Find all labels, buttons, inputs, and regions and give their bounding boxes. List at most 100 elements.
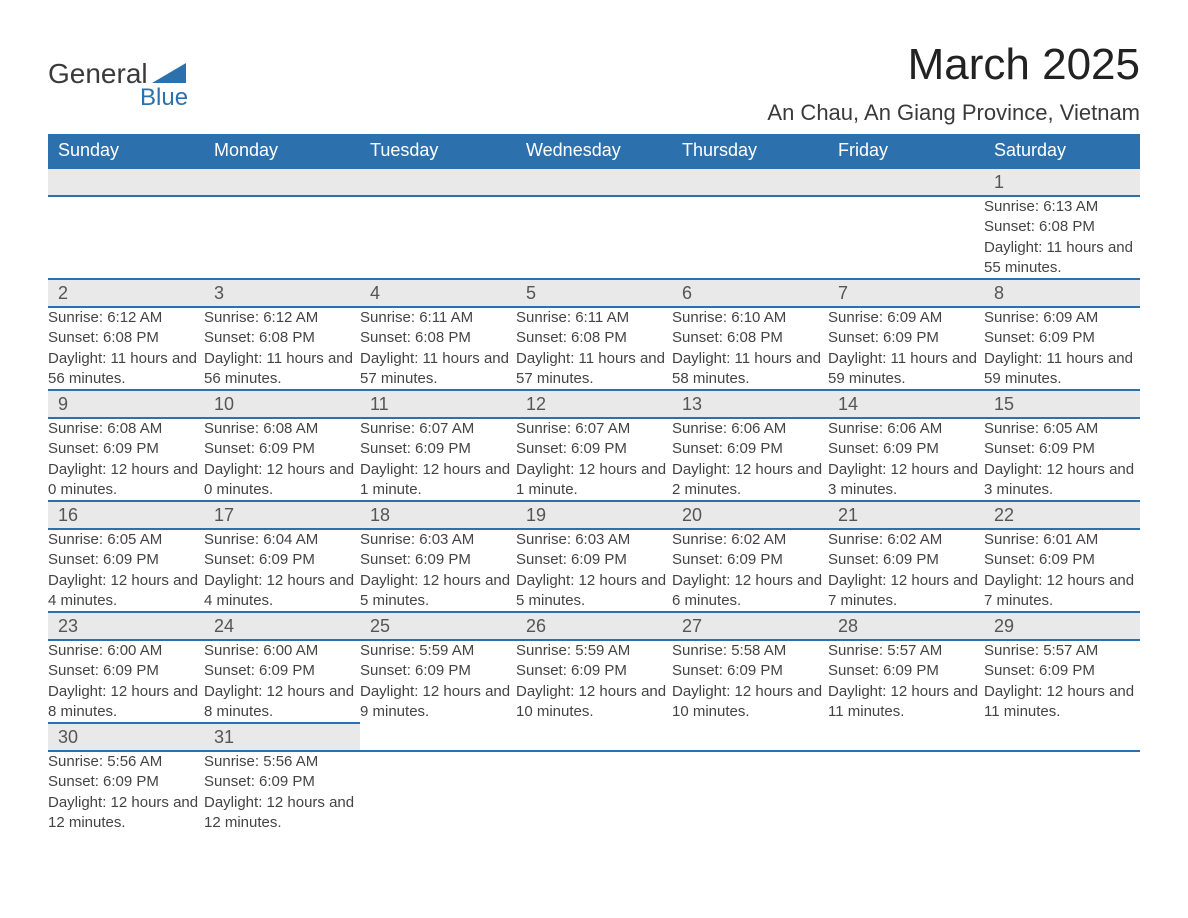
daylight-text: Daylight: 12 hours and 10 minutes. <box>516 682 672 723</box>
dow-header-row: Sunday Monday Tuesday Wednesday Thursday… <box>48 134 1140 168</box>
day-number: 28 <box>828 613 984 639</box>
day-number-cell: 13 <box>672 390 828 418</box>
day-number-cell: 11 <box>360 390 516 418</box>
sunset-text: Sunset: 6:09 PM <box>984 439 1140 459</box>
daylight-text: Daylight: 12 hours and 3 minutes. <box>828 460 984 501</box>
day-number-cell: 6 <box>672 279 828 307</box>
sunrise-text: Sunrise: 6:13 AM <box>984 197 1140 217</box>
day-number: 5 <box>516 280 672 306</box>
brand-name-2: Blue <box>140 84 188 112</box>
day-number-cell: 16 <box>48 501 204 529</box>
day-number-cell: 30 <box>48 723 204 751</box>
sunset-text: Sunset: 6:09 PM <box>828 439 984 459</box>
day-number-cell <box>516 723 672 751</box>
day-detail-cell <box>672 196 828 279</box>
week-daynum-row: 2345678 <box>48 279 1140 307</box>
day-number-cell <box>672 723 828 751</box>
day-number: 14 <box>828 391 984 417</box>
week-daynum-row: 16171819202122 <box>48 501 1140 529</box>
day-number-cell: 18 <box>360 501 516 529</box>
daylight-text: Daylight: 11 hours and 56 minutes. <box>48 349 204 390</box>
day-number-cell <box>516 168 672 196</box>
sunrise-text: Sunrise: 6:11 AM <box>360 308 516 328</box>
sunset-text: Sunset: 6:09 PM <box>672 661 828 681</box>
sunset-text: Sunset: 6:09 PM <box>360 439 516 459</box>
daylight-text: Daylight: 12 hours and 1 minute. <box>516 460 672 501</box>
day-detail-cell: Sunrise: 5:57 AMSunset: 6:09 PMDaylight:… <box>984 640 1140 723</box>
daylight-text: Daylight: 12 hours and 0 minutes. <box>204 460 360 501</box>
sunset-text: Sunset: 6:09 PM <box>516 439 672 459</box>
daylight-text: Daylight: 12 hours and 4 minutes. <box>48 571 204 612</box>
day-number: 26 <box>516 613 672 639</box>
daylight-text: Daylight: 11 hours and 59 minutes. <box>828 349 984 390</box>
sunset-text: Sunset: 6:08 PM <box>360 328 516 348</box>
daylight-text: Daylight: 12 hours and 12 minutes. <box>48 793 204 834</box>
calendar-table: Sunday Monday Tuesday Wednesday Thursday… <box>48 134 1140 833</box>
day-number: 29 <box>984 613 1140 639</box>
sunrise-text: Sunrise: 5:56 AM <box>204 752 360 772</box>
sunset-text: Sunset: 6:09 PM <box>984 550 1140 570</box>
sunrise-text: Sunrise: 6:06 AM <box>672 419 828 439</box>
day-number-cell <box>828 723 984 751</box>
day-number: 17 <box>204 502 360 528</box>
day-number-cell: 2 <box>48 279 204 307</box>
day-detail-cell: Sunrise: 6:02 AMSunset: 6:09 PMDaylight:… <box>828 529 984 612</box>
day-number: 3 <box>204 280 360 306</box>
daylight-text: Daylight: 12 hours and 5 minutes. <box>360 571 516 612</box>
sunset-text: Sunset: 6:09 PM <box>672 439 828 459</box>
day-number-cell: 24 <box>204 612 360 640</box>
day-number: 11 <box>360 391 516 417</box>
sunrise-text: Sunrise: 6:08 AM <box>204 419 360 439</box>
sunrise-text: Sunrise: 5:57 AM <box>984 641 1140 661</box>
day-detail-cell: Sunrise: 6:11 AMSunset: 6:08 PMDaylight:… <box>516 307 672 390</box>
week-daynum-row: 23242526272829 <box>48 612 1140 640</box>
sunrise-text: Sunrise: 6:04 AM <box>204 530 360 550</box>
dow-header: Wednesday <box>516 134 672 168</box>
location-subtitle: An Chau, An Giang Province, Vietnam <box>767 100 1140 126</box>
daylight-text: Daylight: 12 hours and 11 minutes. <box>828 682 984 723</box>
day-detail-cell: Sunrise: 5:56 AMSunset: 6:09 PMDaylight:… <box>48 751 204 833</box>
daylight-text: Daylight: 11 hours and 55 minutes. <box>984 238 1140 279</box>
sunset-text: Sunset: 6:09 PM <box>48 661 204 681</box>
day-number: 16 <box>48 502 204 528</box>
day-number: 12 <box>516 391 672 417</box>
day-detail-cell: Sunrise: 6:13 AMSunset: 6:08 PMDaylight:… <box>984 196 1140 279</box>
day-number: 2 <box>48 280 204 306</box>
day-detail-cell: Sunrise: 6:09 AMSunset: 6:09 PMDaylight:… <box>984 307 1140 390</box>
day-number: 1 <box>984 169 1140 195</box>
sunrise-text: Sunrise: 6:00 AM <box>204 641 360 661</box>
sunrise-text: Sunrise: 5:58 AM <box>672 641 828 661</box>
day-number: 30 <box>48 724 204 750</box>
day-detail-cell: Sunrise: 6:06 AMSunset: 6:09 PMDaylight:… <box>672 418 828 501</box>
day-number-cell: 21 <box>828 501 984 529</box>
sunset-text: Sunset: 6:09 PM <box>48 550 204 570</box>
daylight-text: Daylight: 12 hours and 3 minutes. <box>984 460 1140 501</box>
day-number: 27 <box>672 613 828 639</box>
day-detail-cell: Sunrise: 6:10 AMSunset: 6:08 PMDaylight:… <box>672 307 828 390</box>
day-number-cell: 8 <box>984 279 1140 307</box>
day-detail-cell: Sunrise: 5:57 AMSunset: 6:09 PMDaylight:… <box>828 640 984 723</box>
day-number: 9 <box>48 391 204 417</box>
day-number: 21 <box>828 502 984 528</box>
day-number-cell: 25 <box>360 612 516 640</box>
week-detail-row: Sunrise: 6:00 AMSunset: 6:09 PMDaylight:… <box>48 640 1140 723</box>
sunset-text: Sunset: 6:09 PM <box>204 772 360 792</box>
day-detail-cell: Sunrise: 5:59 AMSunset: 6:09 PMDaylight:… <box>360 640 516 723</box>
sunset-text: Sunset: 6:09 PM <box>984 328 1140 348</box>
sunrise-text: Sunrise: 6:07 AM <box>360 419 516 439</box>
day-number: 15 <box>984 391 1140 417</box>
day-detail-cell: Sunrise: 6:00 AMSunset: 6:09 PMDaylight:… <box>48 640 204 723</box>
daylight-text: Daylight: 12 hours and 8 minutes. <box>48 682 204 723</box>
day-detail-cell: Sunrise: 6:03 AMSunset: 6:09 PMDaylight:… <box>516 529 672 612</box>
daylight-text: Daylight: 12 hours and 7 minutes. <box>984 571 1140 612</box>
daylight-text: Daylight: 12 hours and 1 minute. <box>360 460 516 501</box>
sunset-text: Sunset: 6:09 PM <box>48 772 204 792</box>
page-header: General Blue March 2025 An Chau, An Gian… <box>48 40 1140 126</box>
dow-header: Monday <box>204 134 360 168</box>
day-number-cell: 15 <box>984 390 1140 418</box>
daylight-text: Daylight: 11 hours and 57 minutes. <box>516 349 672 390</box>
day-number-cell <box>204 168 360 196</box>
day-number-cell: 20 <box>672 501 828 529</box>
daylight-text: Daylight: 11 hours and 58 minutes. <box>672 349 828 390</box>
day-detail-cell: Sunrise: 6:09 AMSunset: 6:09 PMDaylight:… <box>828 307 984 390</box>
